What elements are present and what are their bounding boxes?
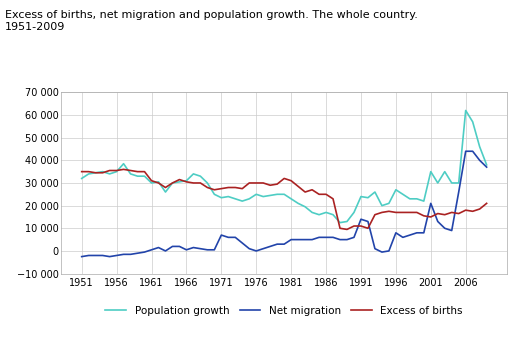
Line: Excess of births: Excess of births xyxy=(82,169,486,229)
Population growth xyxy=(337,221,343,225)
Line: Net migration: Net migration xyxy=(82,151,486,256)
Population growth xyxy=(463,108,469,113)
Population growth xyxy=(379,203,385,208)
Net migration xyxy=(288,238,294,242)
Legend: Population growth, Net migration, Excess of births: Population growth, Net migration, Excess… xyxy=(105,306,463,316)
Excess of births xyxy=(344,227,350,232)
Net migration xyxy=(93,253,99,258)
Population growth xyxy=(183,179,189,183)
Net migration xyxy=(120,252,126,256)
Population growth xyxy=(79,176,85,181)
Net migration xyxy=(372,247,378,251)
Excess of births xyxy=(190,181,197,185)
Net migration xyxy=(79,254,85,259)
Excess of births xyxy=(483,201,489,206)
Net migration xyxy=(183,248,189,252)
Excess of births xyxy=(93,171,99,175)
Excess of births xyxy=(295,184,301,188)
Line: Population growth: Population growth xyxy=(82,110,486,223)
Text: Excess of births, net migration and population growth. The whole country.
1951-2: Excess of births, net migration and popu… xyxy=(5,10,418,32)
Net migration xyxy=(141,250,147,254)
Population growth xyxy=(288,197,294,201)
Excess of births xyxy=(386,209,392,213)
Excess of births xyxy=(148,179,155,183)
Excess of births xyxy=(127,169,134,173)
Excess of births xyxy=(79,170,85,174)
Net migration xyxy=(463,149,469,153)
Population growth xyxy=(483,163,489,167)
Population growth xyxy=(141,174,147,178)
Population growth xyxy=(93,171,99,175)
Net migration xyxy=(483,165,489,169)
Excess of births xyxy=(120,167,126,171)
Population growth xyxy=(120,162,126,166)
